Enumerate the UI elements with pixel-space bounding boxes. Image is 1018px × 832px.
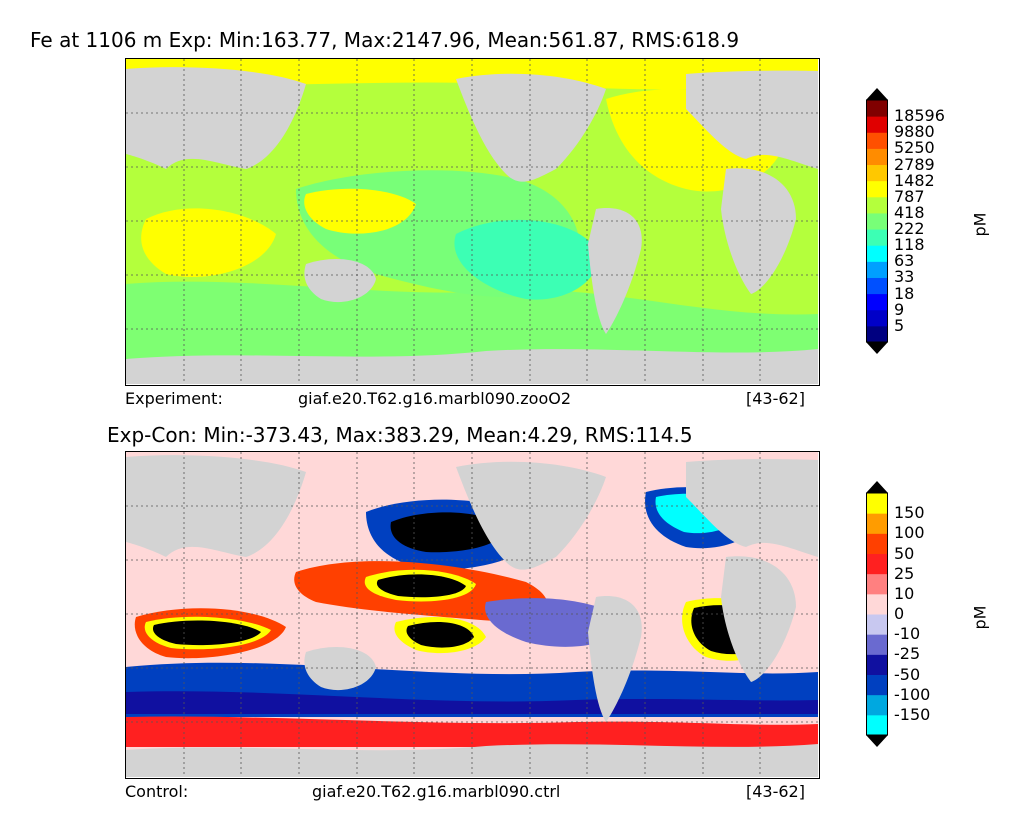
colorbar-swatch	[866, 293, 888, 311]
colorbar-tick-label: 10	[894, 583, 915, 603]
colorbar-tick-label: 9	[894, 299, 905, 319]
difference-colorbar	[866, 481, 888, 747]
difference-map-title: Exp-Con: Min:-373.43, Max:383.29, Mean:4…	[107, 423, 693, 447]
colorbar-tick-label: 100	[894, 523, 925, 543]
experiment-unit-label: pM	[970, 212, 990, 237]
colorbar-tick-label: 18596	[894, 106, 945, 126]
colorbar-lower-extend	[866, 735, 888, 747]
colorbar-swatch	[866, 553, 888, 575]
experiment-caption-left: Experiment:	[125, 389, 223, 408]
colorbar-swatch	[866, 116, 888, 133]
colorbar-swatch	[866, 674, 888, 696]
colorbar-tick-label: 5250	[894, 138, 935, 158]
experiment-caption-center: giaf.e20.T62.g16.marbl090.zooO2	[298, 389, 572, 408]
colorbar-swatch	[866, 261, 888, 278]
colorbar-tick-label: 787	[894, 186, 925, 206]
colorbar-swatch	[866, 614, 888, 635]
colorbar-swatch	[866, 100, 888, 117]
colorbar-outline	[866, 492, 888, 736]
colorbar-tick-label: 63	[894, 251, 915, 271]
colorbar-swatch	[866, 148, 888, 166]
control-caption-center: giaf.e20.T62.g16.marbl090.ctrl	[312, 782, 561, 801]
colorbar-tick-label: 18	[894, 283, 915, 303]
colorbar-swatch	[866, 309, 888, 327]
colorbar-swatch	[866, 573, 888, 595]
colorbar-tick-label: 5	[894, 315, 905, 335]
colorbar-tick-label: 0	[894, 604, 905, 623]
colorbar-tick-label: 222	[894, 219, 925, 239]
colorbar-swatch	[866, 513, 888, 534]
colorbar-outline	[866, 99, 888, 343]
colorbar-tick-label: 118	[894, 235, 925, 255]
colorbar-lower-extend	[866, 342, 888, 354]
colorbar-upper-extend	[866, 481, 888, 493]
experiment-map-svg	[126, 59, 818, 384]
control-caption-left: Control:	[125, 782, 189, 801]
colorbar-swatch	[866, 132, 888, 149]
colorbar-swatch	[866, 533, 888, 554]
colorbar-swatch	[866, 593, 888, 615]
colorbar-swatch	[866, 245, 888, 262]
experiment-colorbar	[866, 88, 888, 354]
colorbar-upper-extend	[866, 88, 888, 100]
colorbar-tick-label: -100	[894, 684, 931, 704]
experiment-map	[125, 58, 820, 386]
difference-map	[125, 451, 820, 779]
colorbar-swatch	[866, 277, 888, 295]
colorbar-tick-label: 25	[894, 563, 915, 583]
colorbar-swatch	[866, 180, 888, 198]
difference-map-svg	[126, 452, 818, 777]
colorbar-swatch	[866, 164, 888, 182]
difference-colorbar-svg	[866, 481, 888, 747]
colorbar-tick-label: -50	[894, 664, 921, 684]
colorbar-swatch	[866, 493, 888, 514]
colorbar-swatch	[866, 634, 888, 655]
colorbar-tick-label: 9880	[894, 122, 935, 142]
colorbar-tick-label: 1482	[894, 170, 935, 190]
colorbar-swatch	[866, 654, 888, 675]
colorbar-swatch	[866, 325, 888, 343]
colorbar-tick-label: 50	[894, 543, 915, 563]
colorbar-tick-label: 150	[894, 503, 925, 523]
colorbar-tick-label: 418	[894, 202, 925, 222]
control-caption-right: [43-62]	[746, 782, 805, 801]
colorbar-tick-label: -150	[894, 704, 931, 724]
experiment-map-title: Fe at 1106 m Exp: Min:163.77, Max:2147.9…	[30, 28, 740, 52]
difference-unit-label: pM	[970, 605, 990, 630]
colorbar-swatch	[866, 212, 888, 230]
colorbar-swatch	[866, 196, 888, 214]
colorbar-swatch	[866, 694, 888, 716]
colorbar-tick-label: 33	[894, 267, 915, 287]
colorbar-tick-label: 2789	[894, 154, 935, 174]
experiment-colorbar-svg	[866, 88, 888, 354]
colorbar-swatch	[866, 229, 888, 246]
colorbar-swatch	[866, 714, 888, 736]
colorbar-tick-label: -10	[894, 624, 921, 644]
colorbar-tick-label: -25	[894, 644, 921, 664]
experiment-caption-right: [43-62]	[746, 389, 805, 408]
